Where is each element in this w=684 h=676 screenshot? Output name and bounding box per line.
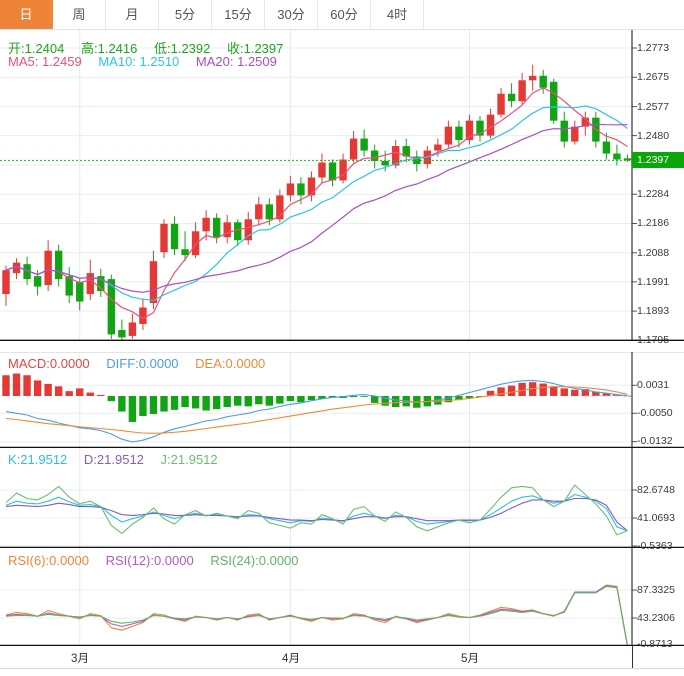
d-value: D:21.9512: [83, 452, 144, 467]
y-axis-label: 1.2773: [637, 42, 670, 54]
tab-5min[interactable]: 5分: [159, 0, 212, 29]
y-axis-label: -0.8713: [637, 638, 673, 650]
y-axis-label: 1.1991: [637, 276, 670, 288]
tab-15min[interactable]: 15分: [212, 0, 265, 29]
macd-value: MACD:0.0000: [8, 356, 90, 371]
kdj-header-row: K:21.9512 D:21.9512 J:21.9512: [8, 452, 231, 467]
rsi24-value: RSI(24):0.0000: [210, 553, 299, 568]
rsi12-value: RSI(12):0.0000: [105, 553, 194, 568]
axis-corner-line: [632, 646, 633, 668]
y-axis-label: 87.3325: [637, 584, 675, 596]
high-value: 高:1.2416: [81, 41, 138, 56]
y-axis-label: 41.0693: [637, 512, 675, 524]
tab-month[interactable]: 月: [106, 0, 159, 29]
macd-header-row: MACD:0.0000 DIFF:0.0000 DEA:0.0000: [8, 356, 278, 371]
y-axis-label: 1.2284: [637, 188, 670, 200]
ma10-value: MA10: 1.2510: [98, 54, 180, 69]
y-axis-label: -0.0132: [637, 435, 673, 447]
tab-4hour[interactable]: 4时: [371, 0, 424, 29]
tab-week[interactable]: 周: [53, 0, 106, 29]
rsi-chart-canvas[interactable]: [0, 548, 684, 646]
y-axis-label: 1.2577: [637, 101, 670, 113]
y-axis-label: 0.0031: [637, 379, 670, 391]
open-value: 开:1.2404: [8, 41, 65, 56]
tab-60min[interactable]: 60分: [318, 0, 371, 29]
timeframe-tabbar: 日 周 月 5分 15分 30分 60分 4时: [0, 0, 684, 30]
y-axis-label: 43.2306: [637, 612, 675, 624]
k-value: K:21.9512: [8, 452, 68, 467]
j-value: J:21.9512: [160, 452, 218, 467]
x-axis-label-april: 4月: [282, 653, 300, 665]
ma5-value: MA5: 1.2459: [8, 54, 82, 69]
dea-value: DEA:0.0000: [195, 356, 266, 371]
main-chart-canvas[interactable]: [0, 30, 684, 353]
y-axis-label: 1.2186: [637, 217, 670, 229]
rsi6-value: RSI(6):0.0000: [8, 553, 89, 568]
tab-day[interactable]: 日: [0, 0, 53, 29]
close-value: 收:1.2397: [227, 41, 284, 56]
ma-row: MA5: 1.2459 MA10: 1.2510 MA20: 1.2509: [8, 54, 290, 69]
ma20-value: MA20: 1.2509: [195, 54, 277, 69]
x-axis-band: 3月 4月 5月: [0, 646, 684, 676]
current-price-badge: 1.2397: [632, 152, 684, 168]
x-axis-label-march: 3月: [71, 653, 89, 665]
y-axis-label: 1.2088: [637, 247, 670, 259]
y-axis-label: 1.1795: [637, 334, 670, 346]
ohlc-row: 开:1.2404 高:1.2416 低:1.2392 收:1.2397: [8, 38, 296, 57]
y-axis-label: -0.5363: [637, 540, 673, 552]
x-axis-label-may: 5月: [461, 653, 479, 665]
low-value: 低:1.2392: [154, 41, 211, 56]
tab-30min[interactable]: 30分: [265, 0, 318, 29]
kdj-chart-canvas[interactable]: [0, 448, 684, 548]
y-axis-label: 82.6748: [637, 484, 675, 496]
x-axis-divider: [0, 668, 684, 669]
rsi-header-row: RSI(6):0.0000 RSI(12):0.0000 RSI(24):0.0…: [8, 553, 312, 568]
macd-chart-canvas[interactable]: [0, 352, 684, 448]
y-axis-label: -0.0050: [637, 407, 673, 419]
y-axis-label: 1.2480: [637, 130, 670, 142]
y-axis-label: 1.2675: [637, 71, 670, 83]
y-axis-label: 1.1893: [637, 305, 670, 317]
diff-value: DIFF:0.0000: [106, 356, 179, 371]
